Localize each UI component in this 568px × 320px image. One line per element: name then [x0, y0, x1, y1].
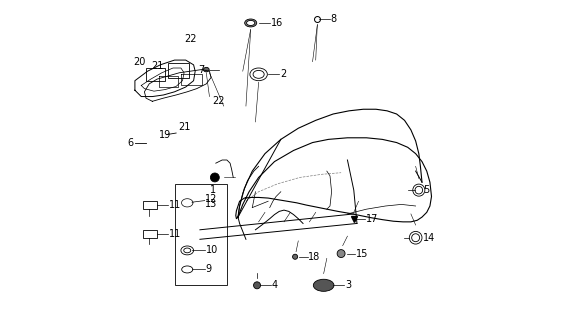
- Ellipse shape: [210, 173, 219, 182]
- Text: 10: 10: [206, 245, 218, 255]
- Text: 18: 18: [308, 252, 321, 262]
- Text: 21: 21: [152, 61, 164, 71]
- Ellipse shape: [253, 282, 261, 289]
- Text: 5: 5: [423, 185, 429, 195]
- Text: 16: 16: [271, 18, 283, 28]
- Text: 8: 8: [331, 14, 337, 24]
- Text: 1: 1: [210, 185, 216, 195]
- Ellipse shape: [247, 20, 255, 26]
- Text: 22: 22: [184, 35, 197, 44]
- Ellipse shape: [337, 250, 345, 258]
- Text: 13: 13: [205, 199, 218, 209]
- Text: 6: 6: [127, 138, 133, 148]
- Text: 7: 7: [198, 65, 204, 75]
- Ellipse shape: [314, 279, 334, 291]
- Text: 11: 11: [169, 200, 181, 210]
- Ellipse shape: [245, 19, 257, 27]
- Text: 20: 20: [133, 57, 146, 67]
- Ellipse shape: [293, 254, 298, 259]
- Text: 12: 12: [205, 194, 218, 204]
- Text: 17: 17: [366, 214, 378, 224]
- Text: 9: 9: [206, 264, 212, 275]
- Text: 14: 14: [423, 233, 435, 243]
- Text: 15: 15: [356, 249, 369, 259]
- Text: 19: 19: [158, 130, 171, 140]
- Text: 21: 21: [179, 122, 191, 132]
- Text: 2: 2: [280, 69, 286, 79]
- Text: 11: 11: [169, 229, 181, 239]
- Text: 3: 3: [345, 280, 351, 290]
- Text: 22: 22: [212, 96, 225, 106]
- Text: 4: 4: [272, 280, 278, 290]
- Ellipse shape: [203, 68, 209, 72]
